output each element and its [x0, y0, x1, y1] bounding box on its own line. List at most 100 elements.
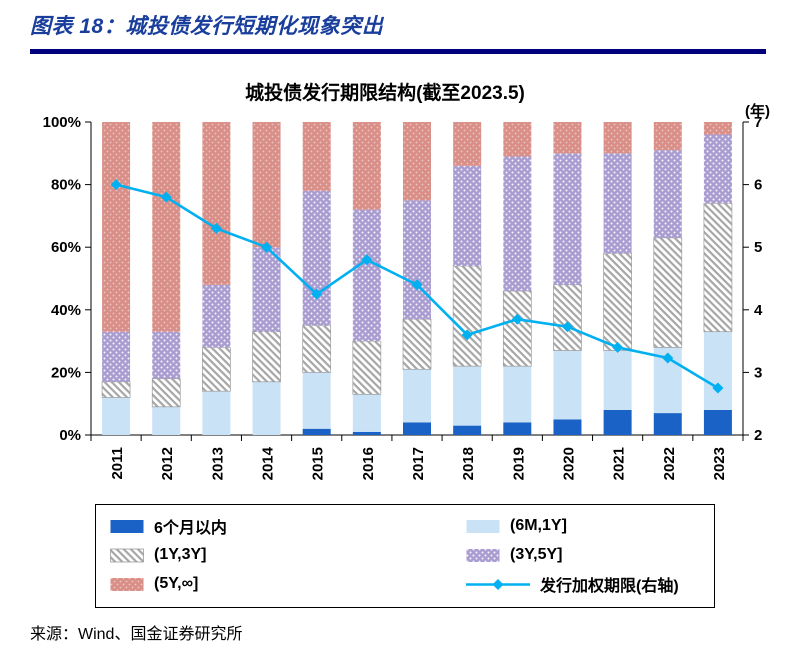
- bar-segment: [703, 203, 733, 333]
- bar-segment: [352, 209, 381, 342]
- x-axis-year-label: 2013: [209, 447, 226, 480]
- bar-segment: [252, 331, 281, 383]
- line-marker-diamond: [712, 382, 724, 394]
- legend-swatch: [110, 577, 144, 591]
- bar-segment: [453, 425, 482, 435]
- chart-title: 城投债发行期限结构(截至2023.5): [245, 83, 525, 104]
- bar-segment: [653, 150, 682, 238]
- right-axis-unit-label: (年): [745, 103, 770, 120]
- x-axis-year-label: 2021: [611, 447, 628, 480]
- bar-segment: [302, 190, 331, 326]
- bar-segment: [703, 134, 732, 204]
- bar-segment: [453, 165, 482, 266]
- line-marker-diamond: [411, 279, 423, 291]
- bar-segment: [102, 122, 131, 332]
- bar-segment: [152, 406, 181, 435]
- bar-segment: [553, 153, 582, 285]
- bar-segment: [302, 372, 331, 429]
- bar-segment: [202, 347, 231, 392]
- bar-segment: [202, 284, 231, 348]
- bar-segment: [152, 122, 181, 332]
- bar-segment: [352, 122, 381, 210]
- bar-segment: [352, 431, 381, 435]
- x-axis-year-label: 2011: [109, 447, 126, 480]
- bar-segment: [703, 331, 732, 410]
- legend-swatch: [110, 519, 144, 533]
- chart-svg: 0% 20% 40% 60% 80% 100% 2 3 4 5 6 7 2011 2012 2013 2014…: [43, 114, 763, 480]
- x-axis-year-label: 2022: [661, 447, 678, 480]
- legend-swatch: [466, 519, 500, 533]
- bar-segment: [703, 122, 732, 135]
- bars-group: [101, 122, 733, 435]
- bar-segment: [553, 419, 582, 435]
- bar-segment: [503, 422, 532, 435]
- right-axis-tick: 7: [754, 114, 762, 131]
- bar-segment: [152, 331, 181, 379]
- line-marker-diamond: [261, 241, 273, 253]
- bar-segment: [453, 122, 482, 166]
- bar-segment: [352, 394, 381, 432]
- bar-segment: [403, 122, 431, 201]
- bar-segment: [302, 428, 331, 435]
- legend-item: 6个月以内: [110, 514, 458, 538]
- legend-label: (5Y,∞]: [154, 575, 199, 592]
- bar-segment: [403, 369, 431, 423]
- bar-segment: [503, 366, 532, 423]
- right-axis-tick: 3: [754, 364, 762, 381]
- bar-segment: [101, 381, 131, 398]
- line-marker-diamond: [511, 313, 523, 325]
- bar-segment: [352, 340, 382, 395]
- bar-segment: [503, 156, 532, 292]
- x-axis-year-label: 2017: [410, 447, 427, 480]
- bar-segment: [653, 122, 682, 151]
- line-marker-diamond: [561, 321, 573, 333]
- right-axis-tick: 6: [754, 177, 762, 194]
- bar-segment: [503, 122, 532, 157]
- right-axis-tick: 4: [754, 302, 763, 319]
- bar-segment: [603, 409, 632, 435]
- line-marker-diamond: [160, 191, 172, 203]
- legend-label: 6个月以内: [154, 520, 227, 537]
- left-axis-tick: 40%: [51, 302, 81, 319]
- bar-segment: [553, 284, 582, 351]
- legend-item: 发行加权期限(右轴): [466, 572, 700, 596]
- bar-segment: [703, 409, 732, 435]
- legend-swatch: [110, 548, 144, 562]
- figure-title: 图表 18：城投债发行短期化现象突出: [30, 15, 384, 38]
- legend-item: (1Y,3Y]: [110, 546, 458, 564]
- bar-segment: [102, 397, 131, 435]
- x-axis-year-label: 2023: [711, 447, 728, 480]
- bar-segment: [402, 318, 432, 370]
- legend-swatch: [466, 548, 500, 562]
- right-axis-tick: 2: [754, 427, 762, 444]
- legend-label: (3Y,5Y]: [510, 546, 563, 563]
- chart-legend: 6个月以内 (6M,1Y] (1Y,3Y] (3Y,5Y] (5Y,∞] 发行加权期限(右…: [95, 504, 715, 608]
- line-marker-diamond: [461, 329, 473, 341]
- legend-label: (6M,1Y]: [510, 517, 567, 534]
- bar-segment: [452, 265, 482, 367]
- x-axis-year-label: 2019: [510, 447, 527, 480]
- bar-segment: [102, 331, 131, 382]
- line-marker-diamond: [210, 222, 222, 234]
- x-axis-year-label: 2012: [159, 447, 176, 480]
- bar-segment: [151, 378, 181, 408]
- bar-segment: [302, 122, 331, 191]
- left-axis-tick: 0%: [59, 427, 81, 444]
- bar-segment: [403, 422, 431, 435]
- bar-segment: [553, 350, 582, 420]
- x-axis-year-label: 2016: [360, 447, 377, 480]
- bar-segment: [302, 325, 332, 373]
- bar-segment: [252, 381, 281, 435]
- line-marker-diamond: [361, 254, 373, 266]
- bar-segment: [603, 253, 632, 351]
- bar-segment: [252, 247, 281, 332]
- figure-header: 图表 18：城投债发行短期化现象突出: [30, 10, 766, 54]
- legend-item: (3Y,5Y]: [466, 546, 700, 564]
- line-marker-diamond: [612, 341, 624, 353]
- source-note: 来源：Wind、国金证券研究所: [30, 626, 243, 643]
- x-axis-year-label: 2014: [260, 446, 277, 480]
- legend-item: (5Y,∞]: [110, 572, 458, 596]
- bar-segment: [603, 350, 632, 410]
- line-marker-diamond: [110, 179, 122, 191]
